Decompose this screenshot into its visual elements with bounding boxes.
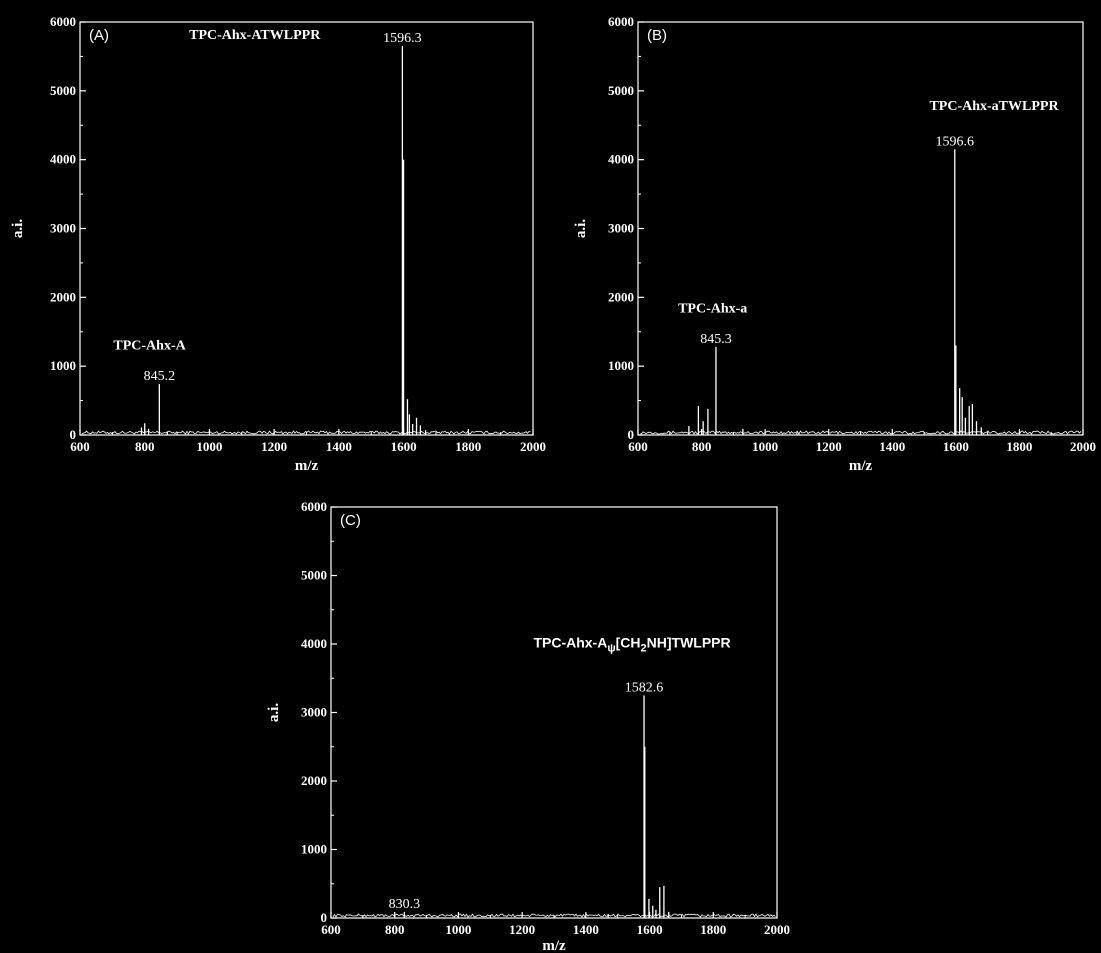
x-tick-label: 1600 bbox=[391, 439, 417, 454]
x-tick-label: 800 bbox=[135, 439, 155, 454]
peak-label: 845.3 bbox=[700, 332, 732, 347]
x-tick-label: 1000 bbox=[445, 922, 471, 937]
y-tick-label: 0 bbox=[321, 910, 328, 925]
x-tick-label: 800 bbox=[692, 439, 712, 454]
y-tick-label: 5000 bbox=[608, 83, 634, 98]
y-tick-label: 1000 bbox=[50, 358, 76, 373]
x-tick-label: 800 bbox=[385, 922, 405, 937]
y-tick-label: 3000 bbox=[608, 221, 634, 236]
x-tick-label: 1200 bbox=[509, 922, 535, 937]
compound-label: TPC-Ahx-a bbox=[678, 301, 747, 316]
y-axis-title: a.i. bbox=[266, 703, 282, 722]
x-tick-label: 1600 bbox=[943, 439, 969, 454]
y-tick-label: 5000 bbox=[50, 83, 76, 98]
baseline-noise bbox=[639, 430, 1082, 435]
y-tick-label: 1000 bbox=[608, 358, 634, 373]
y-tick-label: 3000 bbox=[50, 221, 76, 236]
x-tick-label: 1000 bbox=[752, 439, 778, 454]
x-tick-label: 1000 bbox=[196, 439, 222, 454]
x-tick-label: 1400 bbox=[326, 439, 352, 454]
x-tick-label: 1800 bbox=[700, 922, 726, 937]
peak-label: 1582.6 bbox=[625, 680, 664, 695]
panel-3: 0 1000 2000 3000 4000 5000 6000 600 800 1000 1200 1… bbox=[266, 499, 790, 953]
y-tick-label: 1000 bbox=[301, 842, 327, 857]
x-axis-title: m/z bbox=[542, 938, 566, 953]
x-tick-label: 1400 bbox=[879, 439, 905, 454]
x-tick-label: 1800 bbox=[455, 439, 481, 454]
peak-label: 1596.6 bbox=[936, 134, 975, 149]
compound-label: TPC-Ahx-Aψ[CH2NH]TWLPPR bbox=[533, 634, 730, 654]
y-tick-label: 4000 bbox=[301, 636, 327, 651]
y-tick-label: 2000 bbox=[301, 773, 327, 788]
panel-letter: (A) bbox=[89, 27, 109, 44]
y-tick-label: 0 bbox=[70, 427, 77, 442]
peak-label: 1596.3 bbox=[383, 31, 422, 46]
baseline-noise bbox=[81, 430, 531, 435]
y-tick-label: 4000 bbox=[50, 152, 76, 167]
x-axis-title: m/z bbox=[849, 458, 873, 474]
y-tick-label: 6000 bbox=[50, 14, 76, 29]
x-tick-label: 2000 bbox=[764, 922, 790, 937]
panel-1: 0 1000 2000 3000 4000 5000 6000 600 800 1000 1200 1… bbox=[10, 14, 546, 474]
y-axis-title: a.i. bbox=[10, 219, 26, 238]
y-tick-label: 2000 bbox=[608, 289, 634, 304]
panel-2: 0 1000 2000 3000 4000 5000 6000 600 800 1000 1200 1… bbox=[573, 14, 1096, 474]
x-axis-title: m/z bbox=[295, 458, 319, 474]
x-tick-label: 600 bbox=[321, 922, 341, 937]
x-tick-label: 2000 bbox=[1070, 439, 1096, 454]
panel-letter: (B) bbox=[647, 27, 667, 44]
panel-letter: (C) bbox=[340, 512, 361, 529]
y-tick-label: 6000 bbox=[301, 499, 327, 514]
peak-label: 845.2 bbox=[144, 369, 176, 384]
y-tick-label: 0 bbox=[628, 427, 635, 442]
x-tick-label: 1600 bbox=[637, 922, 663, 937]
baseline-noise bbox=[332, 913, 776, 918]
compound-label: TPC-Ahx-ATWLPPR bbox=[189, 28, 321, 43]
y-tick-label: 3000 bbox=[301, 705, 327, 720]
x-tick-label: 1400 bbox=[573, 922, 599, 937]
y-tick-label: 5000 bbox=[301, 568, 327, 583]
y-tick-label: 4000 bbox=[608, 152, 634, 167]
x-tick-label: 2000 bbox=[520, 439, 546, 454]
compound-label: TPC-Ahx-A bbox=[113, 339, 186, 354]
y-tick-label: 6000 bbox=[608, 14, 634, 29]
x-tick-label: 1200 bbox=[261, 439, 287, 454]
x-tick-label: 600 bbox=[628, 439, 648, 454]
peak-label: 830.3 bbox=[389, 897, 421, 912]
y-axis-title: a.i. bbox=[573, 219, 589, 238]
x-tick-label: 600 bbox=[70, 439, 90, 454]
y-tick-label: 2000 bbox=[50, 289, 76, 304]
compound-label: TPC-Ahx-aTWLPPR bbox=[929, 99, 1059, 114]
x-tick-label: 1200 bbox=[816, 439, 842, 454]
x-tick-label: 1800 bbox=[1006, 439, 1032, 454]
